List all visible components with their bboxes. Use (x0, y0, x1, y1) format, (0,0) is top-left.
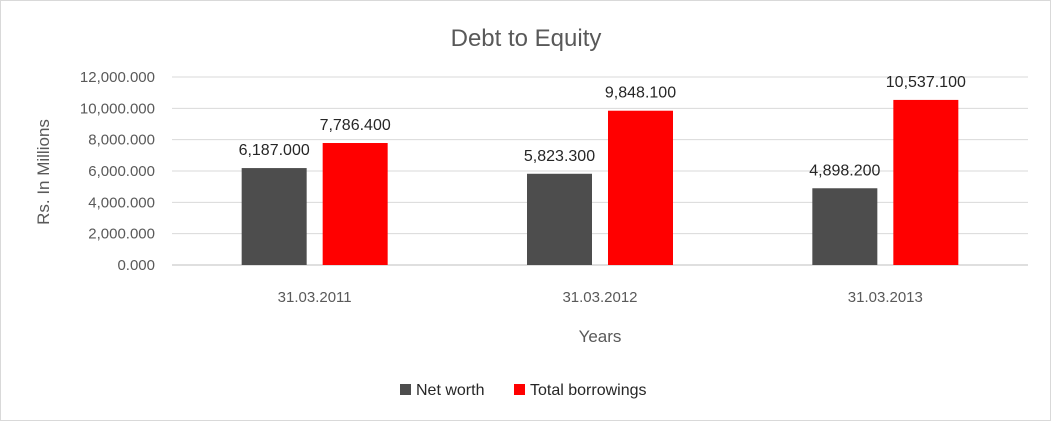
y-tick-label: 12,000.000 (80, 69, 155, 86)
x-tick-label: 31.03.2013 (848, 289, 923, 306)
y-axis-ticks: 0.000 2,000.000 4,000.000 6,000.000 8,000.00… (80, 69, 155, 274)
y-tick-label: 8,000.000 (88, 132, 155, 149)
bar-net-worth (241, 168, 307, 265)
bar-total-borrowings (322, 143, 388, 265)
y-tick-label: 6,000.000 (88, 163, 155, 180)
data-label: 9,848.100 (605, 85, 676, 102)
data-label: 10,537.100 (886, 74, 966, 91)
legend: Net worth Total borrowings (400, 382, 647, 399)
data-label: 7,786.400 (320, 117, 391, 134)
y-tick-label: 4,000.000 (88, 194, 155, 211)
legend-label: Total borrowings (530, 382, 647, 399)
legend-swatch (400, 384, 411, 395)
data-label: 6,187.000 (239, 142, 310, 159)
y-tick-label: 0.000 (117, 257, 155, 274)
y-axis-title: Rs. In Millions (34, 119, 53, 225)
data-labels: 6,187.000 7,786.400 5,823.300 9,848.100 4,89… (239, 74, 966, 179)
x-axis-ticks: 31.03.2011 31.03.2012 31.03.2013 (278, 289, 923, 306)
legend-swatch (514, 384, 525, 395)
bars (241, 99, 959, 266)
bar-total-borrowings (893, 99, 959, 266)
bar-net-worth (527, 173, 592, 265)
data-label: 5,823.300 (524, 148, 595, 165)
data-label: 4,898.200 (809, 162, 880, 179)
x-tick-label: 31.03.2011 (278, 289, 352, 306)
legend-label: Net worth (416, 382, 484, 399)
x-axis-title: Years (579, 327, 622, 346)
bar-net-worth (812, 188, 878, 265)
gridlines (172, 76, 1028, 266)
y-tick-label: 2,000.000 (88, 226, 155, 243)
x-tick-label: 31.03.2012 (562, 289, 637, 306)
y-tick-label: 10,000.000 (80, 100, 155, 117)
bar-total-borrowings (608, 110, 673, 265)
chart-title: Debt to Equity (451, 25, 602, 52)
